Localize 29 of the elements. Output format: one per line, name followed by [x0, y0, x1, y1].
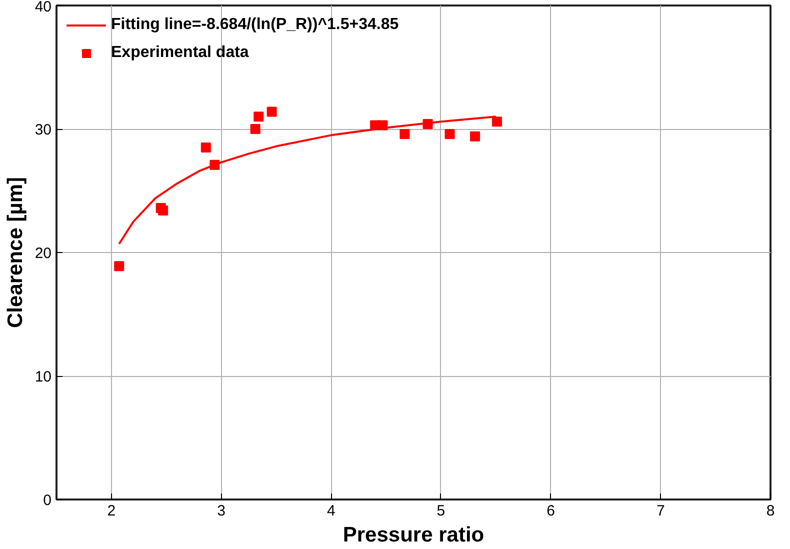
point	[200, 142, 211, 153]
x-tick-label: 7	[656, 502, 665, 520]
point	[114, 261, 124, 272]
legend-label: Fitting line=-8.684/(ln(P_R))^1.5+34.85	[111, 16, 399, 34]
x-tick-label: 6	[546, 502, 555, 520]
point	[378, 120, 388, 130]
y-tick-label: 10	[34, 368, 52, 386]
x-tick-label: 4	[326, 502, 336, 520]
y-tick-label: 40	[34, 0, 52, 16]
point	[254, 112, 264, 122]
point	[210, 160, 220, 170]
point	[470, 131, 480, 142]
x-tick-label: 8	[766, 502, 775, 520]
y-axis-title: Clearence [µm]	[4, 176, 27, 328]
point	[250, 124, 260, 134]
point	[158, 206, 168, 216]
x-tick-label: 2	[107, 502, 116, 520]
legend-label: Experimental data	[111, 44, 249, 62]
x-tick-label: 5	[436, 502, 446, 520]
y-tick-label: 20	[34, 245, 52, 262]
x-axis-title: Pressure ratio	[342, 524, 484, 546]
point	[400, 128, 410, 139]
point	[444, 128, 455, 139]
point	[266, 106, 277, 117]
y-tick-label: 0	[43, 492, 52, 509]
x-tick-label: 3	[217, 502, 226, 520]
y-tick-label: 30	[34, 122, 52, 138]
point	[422, 119, 433, 130]
point	[492, 116, 502, 127]
